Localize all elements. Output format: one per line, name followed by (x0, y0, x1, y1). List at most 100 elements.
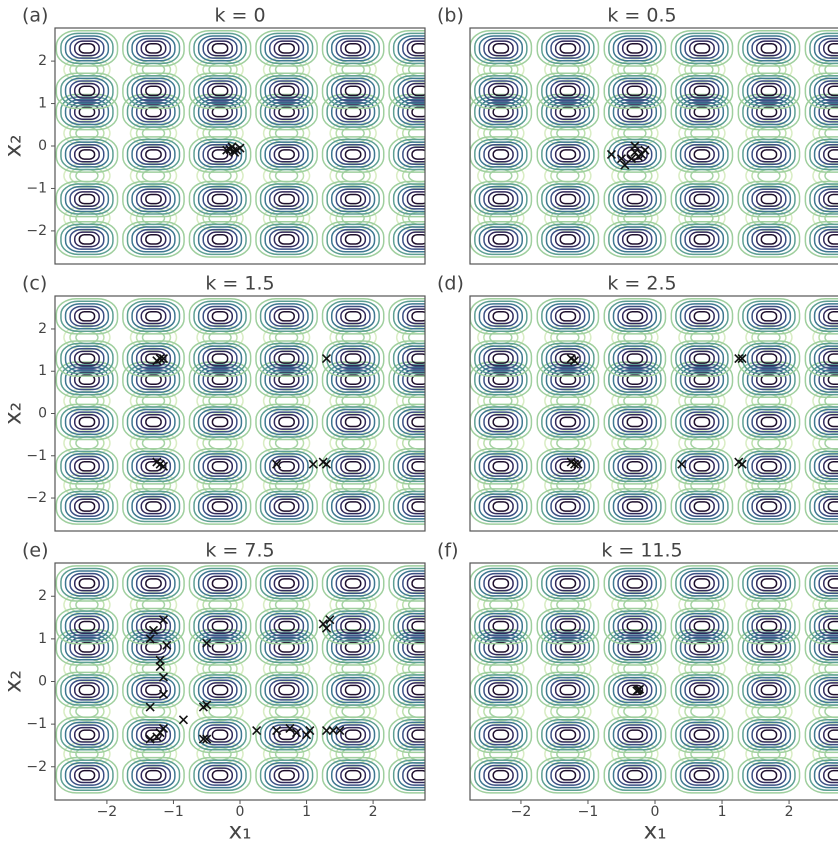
contour (760, 374, 778, 386)
contour (626, 460, 644, 472)
contour (269, 369, 305, 391)
contour (122, 361, 185, 399)
contour (135, 101, 172, 123)
contour (193, 406, 247, 438)
contour (392, 719, 425, 751)
contour (760, 684, 778, 696)
contour (550, 615, 586, 637)
contour (670, 756, 734, 794)
x-tick-label: 1 (302, 804, 311, 820)
contour (264, 721, 309, 748)
contour (626, 501, 644, 512)
contour (603, 72, 667, 110)
contour (545, 721, 591, 748)
contour (131, 762, 176, 789)
contour (278, 106, 295, 118)
contour (423, 63, 445, 75)
contour (344, 374, 362, 386)
contour (812, 162, 838, 190)
contour (406, 726, 425, 743)
contour (678, 655, 726, 683)
contour (211, 353, 229, 364)
contour (259, 567, 314, 600)
contour (478, 721, 523, 748)
contour (612, 453, 658, 480)
contour (197, 676, 243, 704)
contour (809, 719, 838, 751)
contour (196, 472, 244, 499)
contour (755, 618, 782, 635)
contour (188, 607, 252, 645)
contour (273, 104, 300, 120)
contour (274, 393, 299, 408)
contour (273, 575, 300, 592)
contour (326, 300, 380, 333)
contour (760, 620, 778, 632)
contour (541, 406, 595, 438)
contour (274, 436, 299, 451)
contour (406, 146, 425, 163)
contour (140, 146, 167, 163)
contour (406, 371, 425, 388)
contour (483, 411, 519, 433)
contour (73, 82, 100, 99)
contour (326, 719, 380, 751)
point (321, 725, 332, 736)
contour (818, 305, 838, 327)
contour (536, 671, 600, 709)
contour (809, 300, 838, 333)
contour (554, 575, 581, 592)
contour (326, 406, 380, 438)
contour (207, 458, 233, 475)
contour (269, 305, 305, 327)
contour (335, 101, 371, 123)
contour (340, 40, 367, 57)
contour (617, 369, 653, 391)
contour (269, 495, 305, 518)
contour (492, 310, 510, 322)
contour (737, 607, 801, 645)
contour (492, 193, 510, 205)
y-axis-label: x₂ (1, 135, 27, 158)
contour (269, 228, 305, 250)
contour (679, 612, 725, 640)
contour (392, 96, 425, 128)
contour (746, 185, 792, 213)
contour (145, 193, 162, 205)
contour (626, 374, 644, 386)
contour (145, 416, 162, 428)
contour (684, 495, 720, 518)
contour (64, 226, 110, 253)
contour (196, 591, 244, 619)
panel-title: k = 0.5 (607, 5, 676, 27)
contour (64, 303, 110, 330)
contour (131, 493, 176, 520)
contour (60, 363, 114, 396)
contour (60, 490, 114, 523)
contour (550, 724, 586, 746)
contour (402, 188, 425, 210)
contour (693, 460, 711, 472)
contour (737, 72, 801, 110)
contour (827, 310, 838, 322)
contour (131, 141, 176, 168)
contour (541, 450, 595, 483)
contours (470, 297, 838, 525)
contour (541, 183, 595, 215)
contour (804, 671, 838, 709)
contour (550, 455, 586, 477)
contour (255, 671, 318, 709)
contour (78, 106, 96, 118)
contour (141, 393, 166, 408)
contour (273, 639, 300, 656)
contour (207, 414, 233, 430)
contour (64, 762, 110, 789)
contour (63, 429, 111, 457)
contour (612, 226, 658, 253)
contour (541, 719, 595, 751)
contour (746, 35, 792, 62)
contour (751, 411, 787, 433)
contour (693, 769, 711, 781)
contour (823, 371, 838, 388)
contour (603, 340, 667, 377)
